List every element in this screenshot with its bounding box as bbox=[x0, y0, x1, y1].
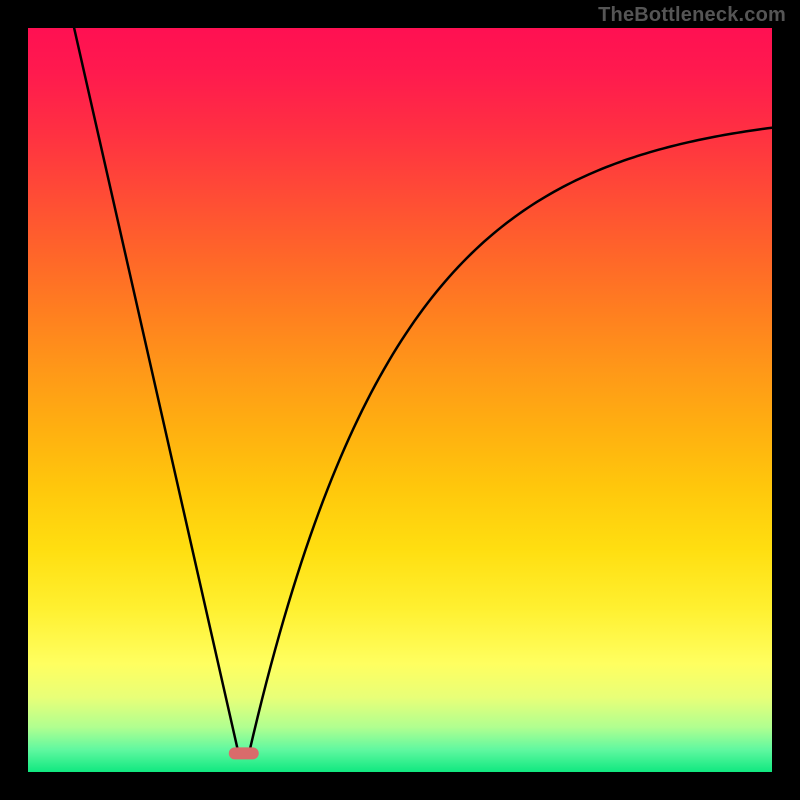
chart-container: TheBottleneck.com bbox=[0, 0, 800, 800]
bottleneck-chart bbox=[0, 0, 800, 800]
optimal-point-marker bbox=[229, 747, 259, 759]
watermark-text: TheBottleneck.com bbox=[598, 4, 786, 27]
chart-background bbox=[28, 28, 772, 772]
